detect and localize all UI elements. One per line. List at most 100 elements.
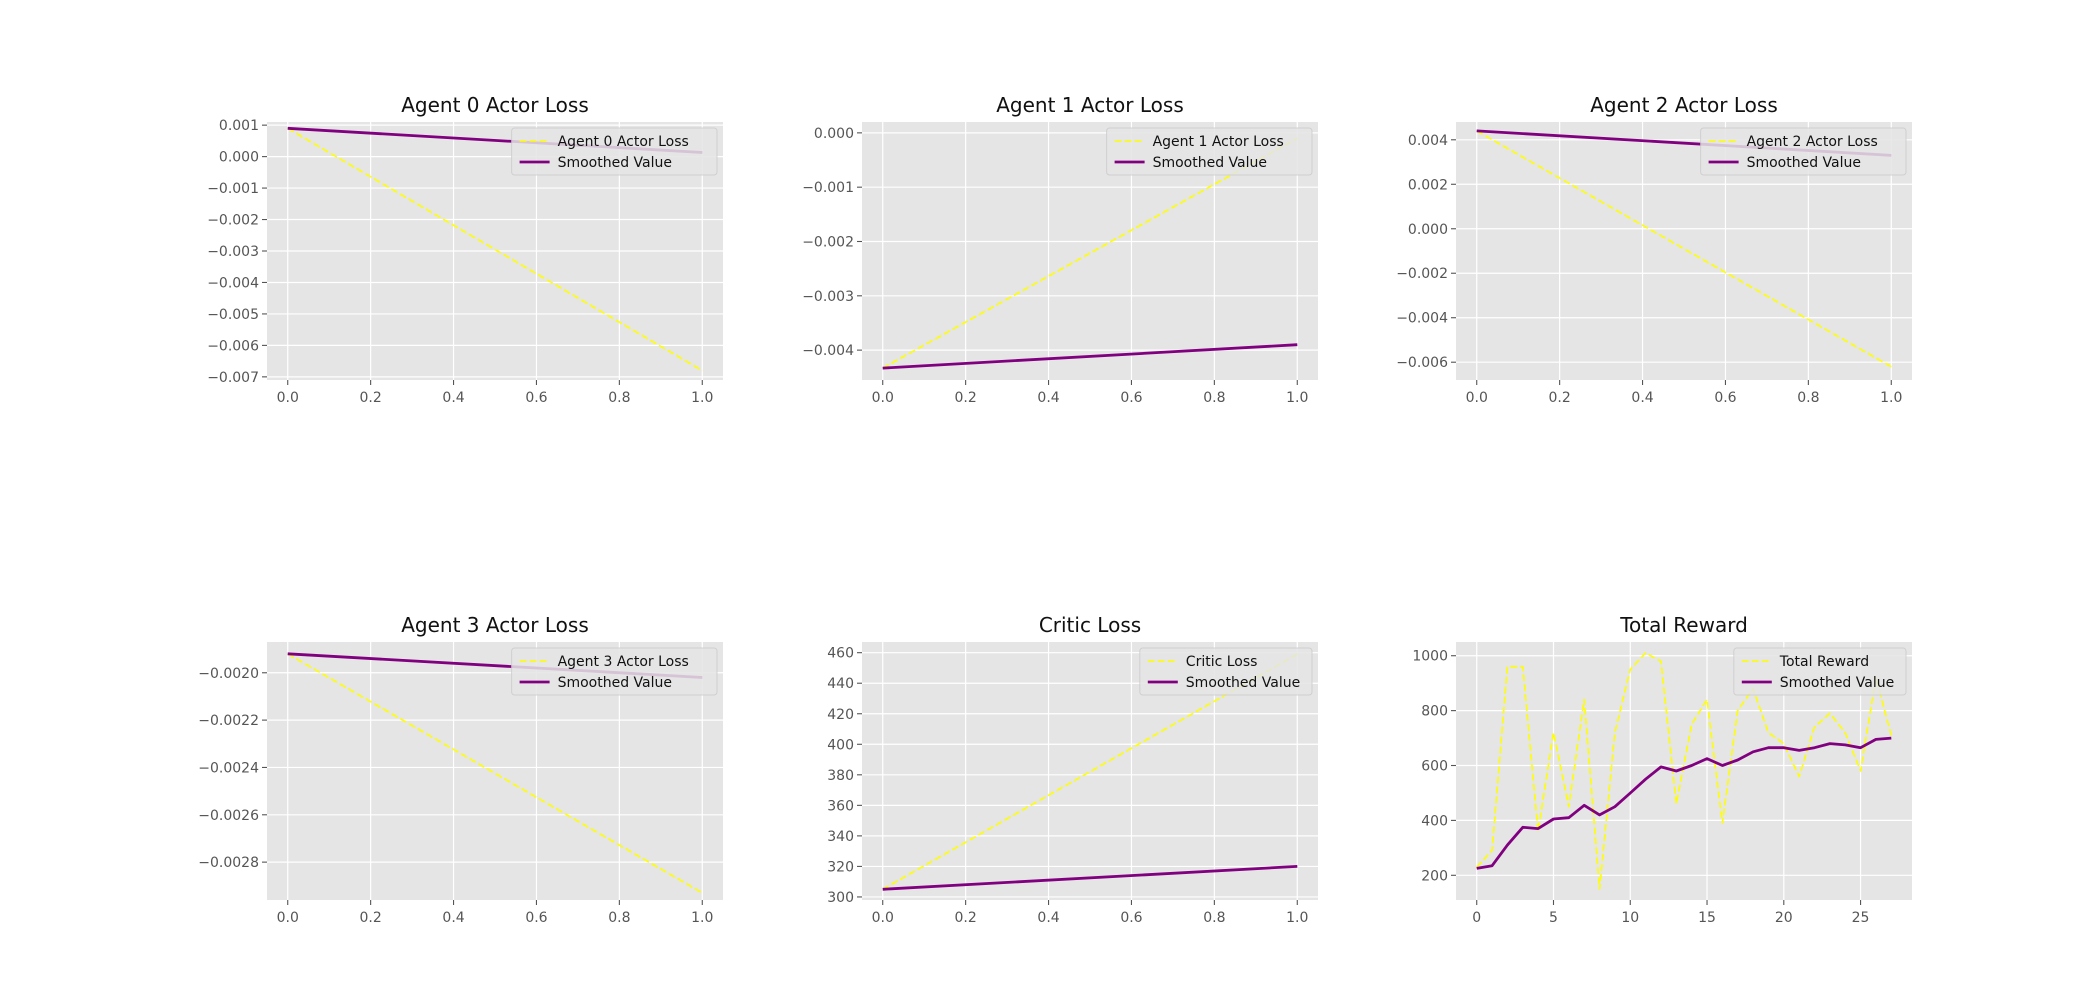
legend: Agent 2 Actor Loss Smoothed Value [1700,127,1907,176]
smoothed-series-line [1476,736,1892,870]
x-tick-label: 15 [1698,910,1716,926]
y-tick-label: 0.002 [1408,177,1448,193]
y-tick-label: 320 [827,859,854,875]
legend-label: Agent 2 Actor Loss [1747,134,1878,150]
chart-panel-2: 0.0 0.2 0.4 0.6 0.8 1.0 0.004 0.002 0.000 −0.002 −… [1396,93,1912,406]
y-tick-label: 360 [827,798,854,814]
x-tick-label: 1.0 [691,910,713,926]
x-tick-label: 0.4 [1037,390,1059,406]
y-tick-label: 460 [827,646,854,662]
x-tick-label: 0.0 [1466,390,1488,406]
x-tick-label: 0.8 [608,910,630,926]
legend-box [511,127,718,176]
legend-box [1139,647,1313,696]
y-tick-label: −0.006 [207,338,259,354]
chart-title: Critic Loss [1039,613,1141,637]
y-tick-label: 0.000 [219,150,259,166]
chart-panel-3: 0.0 0.2 0.4 0.6 0.8 1.0 −0.0020 −0.0022 −0.0024 −… [198,613,723,926]
legend-label: Smoothed Value [1153,155,1267,171]
x-tick-label: 25 [1852,910,1870,926]
y-tick-label: 0.000 [814,126,854,142]
y-tick-label: −0.007 [207,370,259,386]
legend-box [1700,127,1907,176]
y-tick-label: −0.005 [207,307,259,323]
y-tick-label: −0.003 [207,244,259,260]
y-tick-label: 800 [1421,704,1448,720]
x-tick-label: 0.0 [277,910,299,926]
legend: Agent 1 Actor Loss Smoothed Value [1106,127,1313,176]
x-tick-label: 0.4 [442,390,464,406]
legend-label: Agent 1 Actor Loss [1153,134,1284,150]
y-tick-label: 380 [827,768,854,784]
x-tick-label: 0.0 [872,390,894,406]
x-tick-label: 0.4 [1631,390,1653,406]
legend-label: Smoothed Value [1747,155,1861,171]
y-tick-label: 200 [1421,868,1448,884]
x-tick-label: 0.4 [442,910,464,926]
y-tick-label: 0.000 [1408,222,1448,238]
y-tick-label: 420 [827,707,854,723]
smoothed-series-line [882,343,1298,370]
y-tick-label: −0.004 [1396,311,1448,327]
y-tick-label: 0.004 [1408,133,1448,149]
x-tick-label: 0.0 [872,910,894,926]
x-tick-label: 1.0 [1286,910,1308,926]
chart-title: Agent 2 Actor Loss [1590,93,1778,117]
x-tick-label: 0.2 [955,910,977,926]
chart-title: Total Reward [1619,613,1748,637]
x-tick-label: 0.8 [1203,390,1225,406]
y-tick-label: −0.002 [802,234,854,250]
x-tick-label: 20 [1775,910,1793,926]
y-tick-label: −0.0022 [198,713,259,729]
x-tick-label: 5 [1549,910,1558,926]
x-tick-label: 0.8 [1797,390,1819,406]
legend-label: Smoothed Value [558,675,672,691]
smoothed-series-line [882,865,1298,891]
raw-series-line [882,137,1298,369]
legend-label: Agent 3 Actor Loss [558,654,689,670]
x-tick-label: 0.8 [608,390,630,406]
x-tick-label: 0.6 [1120,910,1142,926]
legend: Agent 0 Actor Loss Smoothed Value [511,127,718,176]
legend: Agent 3 Actor Loss Smoothed Value [511,647,718,696]
x-tick-label: 0.6 [1120,390,1142,406]
y-tick-label: −0.002 [207,213,259,229]
legend-label: Critic Loss [1186,654,1258,670]
legend-box [1106,127,1313,176]
legend-label: Total Reward [1779,654,1869,670]
y-tick-label: −0.002 [1396,266,1448,282]
legend-label: Agent 0 Actor Loss [558,134,689,150]
y-tick-label: −0.004 [207,275,259,291]
y-tick-label: −0.0026 [198,808,259,824]
chart-title: Agent 3 Actor Loss [401,613,589,637]
raw-series-line [1476,652,1893,890]
y-tick-label: 1000 [1412,649,1448,665]
chart-title: Agent 1 Actor Loss [996,93,1184,117]
x-tick-label: 0.2 [1549,390,1571,406]
y-tick-label: −0.001 [802,180,854,196]
chart-title: Agent 0 Actor Loss [401,93,589,117]
chart-panel-1: 0.0 0.2 0.4 0.6 0.8 1.0 0.000 −0.001 −0.002 −0.00… [802,93,1318,406]
raw-series-line [287,127,703,372]
x-tick-label: 0 [1472,910,1481,926]
chart-panel-4: 0.0 0.2 0.4 0.6 0.8 1.0 460 440 420 400 380 360 340 3… [827,613,1318,926]
y-tick-label: −0.001 [207,181,259,197]
x-tick-label: 0.4 [1037,910,1059,926]
x-tick-label: 10 [1621,910,1639,926]
legend-box [1733,647,1907,696]
chart-panel-0: 0.0 0.2 0.4 0.6 0.8 1.0 0.001 0.000 −0.001 −0.002… [207,93,723,406]
x-tick-label: 0.2 [360,910,382,926]
legend-label: Smoothed Value [558,155,672,171]
y-tick-label: 400 [827,737,854,753]
legend-label: Smoothed Value [1780,675,1894,691]
x-tick-label: 0.0 [277,390,299,406]
x-tick-label: 0.2 [360,390,382,406]
legend: Critic Loss Smoothed Value [1139,647,1313,696]
x-tick-label: 0.6 [525,910,547,926]
y-tick-label: 340 [827,829,854,845]
x-tick-label: 0.2 [955,390,977,406]
x-tick-label: 1.0 [1286,390,1308,406]
y-tick-label: −0.0020 [198,666,259,682]
y-tick-label: −0.0028 [198,855,259,871]
